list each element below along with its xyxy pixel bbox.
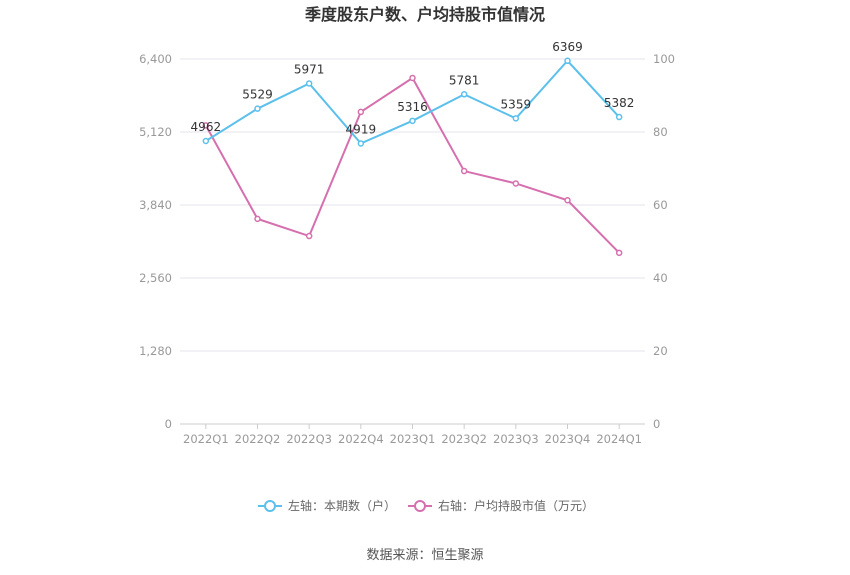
data-point <box>564 197 571 204</box>
right-tick-label: 80 <box>653 125 668 139</box>
data-label: 6369 <box>552 40 583 54</box>
data-point <box>512 180 520 187</box>
data-point <box>615 113 623 121</box>
data-point <box>460 167 468 175</box>
series-points <box>202 57 623 257</box>
data-labels: 4962 5529 5971 4919 5316 5781 5359 6369 5382 <box>191 40 635 137</box>
x-tick-label: 2023Q2 <box>441 432 487 446</box>
legend-marker-icon <box>264 500 276 512</box>
data-label: 4962 <box>191 120 222 134</box>
left-tick-label: 0 <box>165 417 172 431</box>
right-tick-label: 20 <box>653 344 668 358</box>
data-label: 5359 <box>501 97 532 111</box>
data-label: 5781 <box>449 73 480 87</box>
legend[interactable]: 左轴：本期数（户） 右轴：户均持股市值（万元） <box>258 498 594 513</box>
right-tick-label: 60 <box>653 198 668 212</box>
data-label: 5971 <box>294 62 325 76</box>
left-tick-label: 1,280 <box>139 344 172 358</box>
legend-marker-icon <box>414 500 426 512</box>
x-tick-label: 2022Q1 <box>183 432 229 446</box>
x-axis-ticks: 2022Q1 2022Q2 2022Q3 2022Q4 2023Q1 2023Q2 2023… <box>183 424 642 446</box>
legend-label: 左轴：本期数（户） <box>288 498 396 513</box>
data-label: 5529 <box>242 88 273 102</box>
x-tick-label: 2022Q4 <box>338 432 384 446</box>
data-label: 5316 <box>397 100 428 114</box>
left-tick-label: 2,560 <box>139 271 172 285</box>
x-tick-label: 2023Q4 <box>545 432 591 446</box>
data-point <box>564 57 571 65</box>
x-tick-label: 2023Q1 <box>390 432 436 446</box>
data-point <box>615 249 623 257</box>
right-axis-ticks: 0 20 40 60 80 100 <box>653 52 675 431</box>
data-point <box>357 140 365 147</box>
right-tick-label: 0 <box>653 417 660 431</box>
data-point <box>202 137 210 145</box>
data-point <box>254 105 261 112</box>
data-label: 4919 <box>346 122 377 136</box>
data-point <box>202 122 210 129</box>
data-point <box>460 91 468 98</box>
x-tick-label: 2023Q3 <box>493 432 539 446</box>
data-point <box>409 117 416 125</box>
legend-label: 右轴：户均持股市值（万元） <box>438 498 594 513</box>
data-point <box>409 74 416 82</box>
data-point <box>512 115 520 122</box>
data-point <box>357 108 365 116</box>
x-tick-label: 2022Q2 <box>235 432 281 446</box>
data-point <box>305 232 313 240</box>
left-axis-ticks: 0 1,280 2,560 3,840 5,120 6,400 <box>139 52 172 431</box>
right-tick-label: 40 <box>653 271 668 285</box>
chart-title: 季度股东户数、户均持股市值情况 <box>304 5 545 24</box>
left-tick-label: 3,840 <box>139 198 172 212</box>
right-tick-label: 100 <box>653 52 675 66</box>
data-point <box>305 80 313 87</box>
left-tick-label: 5,120 <box>139 125 172 139</box>
x-tick-label: 2024Q1 <box>596 432 642 446</box>
left-tick-label: 6,400 <box>139 52 172 66</box>
data-point <box>254 215 261 223</box>
x-tick-label: 2022Q3 <box>286 432 332 446</box>
data-label: 5382 <box>604 96 635 110</box>
source-text: 数据来源：恒生聚源 <box>366 548 483 563</box>
